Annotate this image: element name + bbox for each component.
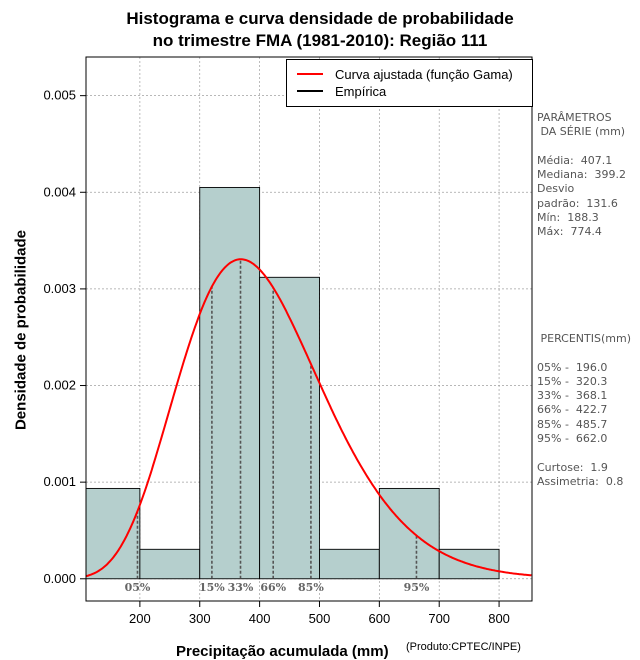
param-max: Máx: 774.4 (537, 225, 602, 239)
percentil-33: 33% - 368.1 (537, 389, 608, 403)
y-tick-label: 0.001 (43, 474, 76, 489)
x-tick-label: 800 (488, 611, 510, 626)
credit-text: (Produto:CPTEC/INPE) (406, 641, 521, 653)
percentile-label-66%: 66% (260, 581, 286, 594)
percentil-05: 05% - 196.0 (537, 360, 608, 374)
percentis-panel: PERCENTIS(mm) 05% - 196.0 15% - 320.3 33% … (537, 332, 631, 489)
x-tick-label: 300 (189, 611, 211, 626)
y-tick-label: 0.002 (43, 378, 76, 393)
legend-fit-label: Curva ajustada (função Gama) (335, 66, 513, 82)
histogram-bar-6 (378, 487, 440, 580)
percentile-label-33%: 33% (228, 581, 254, 594)
y-tick-label: 0.004 (43, 184, 76, 199)
curtose-value: Curtose: 1.9 (537, 460, 608, 474)
parametros-header1: PARÂMETROS (537, 111, 612, 124)
y-axis-label: Densidade de probabilidade (12, 229, 30, 431)
x-tick-label: 700 (428, 611, 450, 626)
legend-red-line (297, 73, 323, 75)
legend-item-fit: Curva ajustada (função Gama) (297, 66, 513, 82)
percentil-95: 95% - 662.0 (537, 432, 608, 446)
percentil-66: 66% - 422.7 (537, 403, 608, 417)
percentile-label-05%: 05% (125, 581, 151, 594)
gamma-fit-curve (86, 258, 532, 578)
percentil-85: 85% - 485.7 (537, 417, 608, 431)
histogram-bar-3 (199, 186, 261, 580)
x-axis-label: Precipitação acumulada (mm) (176, 643, 389, 660)
param-media: Média: 407.1 (537, 153, 613, 167)
param-mediana: Mediana: 399.2 (537, 168, 626, 182)
chart-title-line2: no trimestre FMA (1981-2010): Região 111 (152, 31, 488, 50)
param-min: Mín: 188.3 (537, 211, 599, 225)
y-tick-label: 0.003 (43, 281, 76, 296)
chart-legend: Curva ajustada (função Gama) Empírica (286, 59, 533, 107)
legend-item-empirical: Empírica (297, 83, 386, 99)
percentil-15: 15% - 320.3 (537, 374, 608, 388)
chart-title-line1: Histograma e curva densidade de probabil… (126, 9, 514, 28)
histogram-bar-5 (319, 548, 380, 580)
histogram-bar-4 (259, 276, 320, 580)
x-tick-label: 400 (249, 611, 271, 626)
legend-black-line (297, 90, 323, 92)
param-desvio: Desvio (537, 182, 575, 196)
percentile-label-15%: 15% (199, 581, 225, 594)
assimetria-value: Assimetria: 0.8 (537, 474, 624, 488)
plot-frame (85, 56, 533, 602)
percentis-header: PERCENTIS(mm) (537, 332, 631, 345)
y-tick-label: 0.005 (43, 88, 76, 103)
histogram-bar-2 (139, 548, 201, 580)
legend-empirical-label: Empírica (335, 83, 387, 99)
y-tick-label: 0.000 (43, 571, 76, 586)
x-tick-label: 200 (129, 611, 151, 626)
parametros-header2: DA SÉRIE (mm) (537, 125, 626, 139)
x-tick-label: 500 (309, 611, 331, 626)
histogram-bar-1 (85, 487, 141, 580)
percentile-label-95%: 95% (404, 581, 430, 594)
percentile-label-85%: 85% (298, 581, 324, 594)
x-tick-label: 600 (368, 611, 390, 626)
param-padrao: padrão: 131.6 (537, 196, 618, 210)
parametros-panel: PARÂMETROS DA SÉRIE (mm) Média: 407.1 Med… (537, 111, 626, 240)
